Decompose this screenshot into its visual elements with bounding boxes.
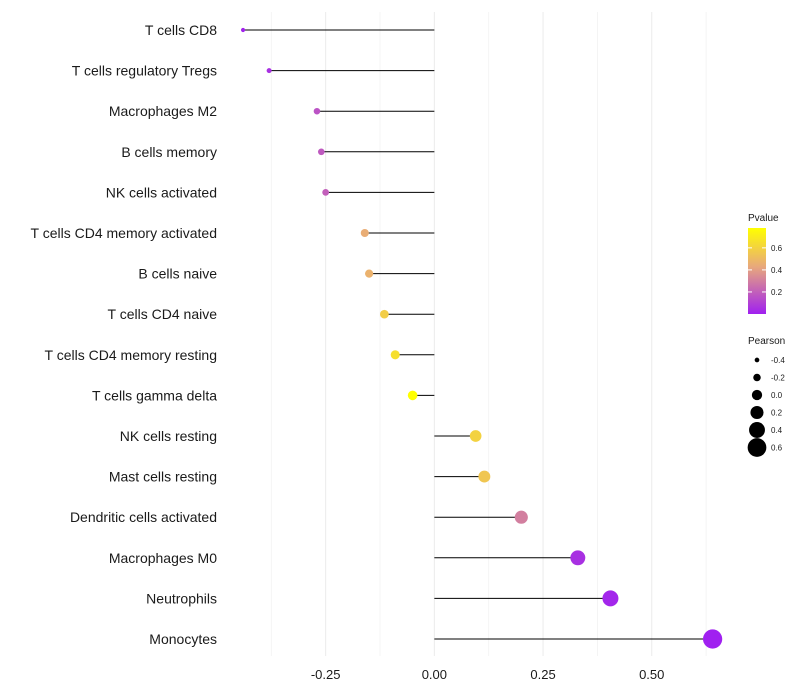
x-tick-label: 0.50 — [639, 667, 664, 682]
size-legend-label: 0.6 — [771, 444, 783, 453]
lollipop-point — [360, 228, 369, 238]
category-label: B cells memory — [121, 144, 217, 160]
lollipop-point — [514, 510, 528, 524]
category-label: T cells regulatory Tregs — [72, 63, 217, 79]
category-label: Neutrophils — [146, 590, 217, 606]
category-label: T cells CD8 — [145, 22, 217, 38]
category-label: Mast cells resting — [109, 469, 217, 485]
category-label: NK cells activated — [106, 184, 217, 200]
lollipop-point — [365, 269, 374, 278]
size-legend-dot — [749, 422, 765, 438]
pvalue-legend: Pvalue 0.2 0.4 0.6 — [748, 213, 783, 314]
x-tick-label: 0.25 — [530, 667, 555, 682]
lollipop-point — [702, 629, 723, 649]
category-label: NK cells resting — [120, 428, 217, 444]
category-label: T cells CD4 naive — [108, 306, 218, 322]
pearson-legend-title: Pearson — [748, 336, 785, 347]
size-legend-dot — [750, 405, 764, 420]
category-label: T cells CD4 memory resting — [45, 347, 217, 363]
pearson-legend: Pearson -0.4 -0.2 0.0 0.2 0.4 0.6 — [747, 336, 785, 457]
category-label: Monocytes — [149, 631, 217, 647]
size-legend-dot — [747, 438, 767, 457]
size-legend-label: 0.2 — [771, 409, 783, 418]
size-legend-label: 0.4 — [771, 426, 783, 435]
category-labels: T cells CD8 T cells regulatory Tregs Macro… — [31, 22, 218, 647]
category-label: B cells naive — [138, 266, 217, 282]
lollipop-point — [390, 350, 400, 360]
size-legend-dot — [753, 373, 761, 382]
lollipop-point — [469, 430, 482, 442]
category-label: Dendritic cells activated — [70, 509, 217, 525]
x-tick-label: -0.25 — [311, 667, 341, 682]
x-tick-label: 0.00 — [422, 667, 447, 682]
lollipop-point — [322, 189, 330, 196]
size-legend-label: -0.2 — [771, 374, 785, 383]
category-label: T cells CD4 memory activated — [31, 225, 217, 241]
lollipop-point — [407, 390, 418, 401]
stem-layer — [243, 29, 713, 640]
category-label: T cells gamma delta — [92, 387, 217, 403]
lollipop-point — [570, 550, 586, 566]
point-layer — [240, 27, 723, 649]
lollipop-point — [313, 107, 321, 115]
size-legend-dot — [751, 389, 763, 401]
colorbar-tick-label: 0.2 — [771, 288, 783, 297]
lollipop-point — [240, 27, 246, 33]
pvalue-colorbar — [748, 228, 766, 314]
lollipop-point — [602, 590, 619, 607]
lollipop-point — [478, 470, 491, 483]
grid-layer — [270, 12, 707, 656]
x-axis-ticks: -0.25 0.00 0.25 0.50 — [311, 667, 665, 682]
colorbar-tick-label: 0.4 — [771, 266, 783, 275]
size-legend-dot — [754, 357, 760, 363]
colorbar-tick-label: 0.6 — [771, 244, 783, 253]
category-label: Macrophages M2 — [109, 103, 217, 119]
lollipop-point — [266, 68, 272, 74]
pvalue-legend-title: Pvalue — [748, 213, 779, 224]
lollipop-point — [380, 309, 389, 319]
size-legend-label: 0.0 — [771, 391, 783, 400]
size-legend-label: -0.4 — [771, 356, 785, 365]
category-label: Macrophages M0 — [109, 550, 217, 566]
lollipop-point — [317, 148, 325, 156]
